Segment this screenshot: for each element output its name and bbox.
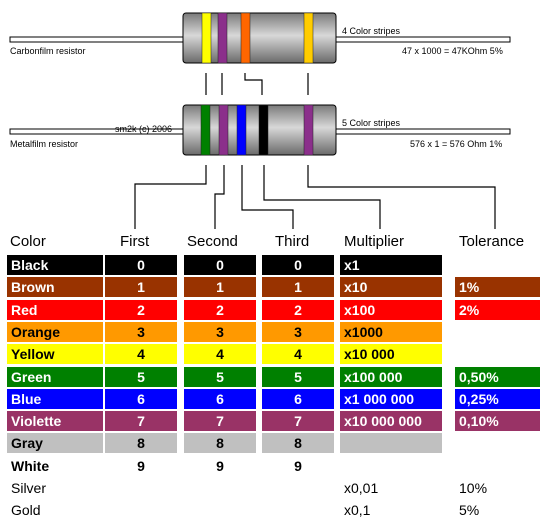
metalfilm-resistor: [9, 104, 511, 156]
bottom-band-3: [236, 104, 247, 156]
color-name-white: White: [7, 456, 103, 476]
multiplier-orange: x1000: [340, 322, 442, 342]
header-third: Third: [275, 233, 310, 250]
color-name-violette: Violette: [7, 411, 103, 431]
color-name-blue: Blue: [7, 389, 103, 409]
metalfilm-formula: 576 x 1 = 576 Ohm 1%: [410, 139, 503, 149]
first-digit-6: 6: [105, 389, 177, 409]
header-tolerance: Tolerance: [459, 233, 525, 250]
column-leader-lines: [134, 165, 496, 229]
multiplier-black: x1: [340, 255, 442, 275]
tolerance-green: 0,50%: [455, 367, 540, 387]
first-digit-7: 7: [105, 411, 177, 431]
second-digit-8: 8: [184, 433, 256, 453]
carbonfilm-label: Carbonfilm resistor: [10, 46, 86, 56]
five-stripes-label: 5 Color stripes: [342, 118, 401, 128]
third-digit-0: 0: [262, 255, 334, 275]
second-digit-0: 0: [184, 255, 256, 275]
color-name-gray: Gray: [7, 433, 103, 453]
color-name-green: Green: [7, 367, 103, 387]
first-digit-4: 4: [105, 344, 177, 364]
third-digit-6: 6: [262, 389, 334, 409]
first-digit-2: 2: [105, 300, 177, 320]
color-name-brown: Brown: [7, 277, 103, 297]
header-first: First: [120, 233, 150, 250]
bottom-band-1: [200, 104, 211, 156]
first-digit-8: 8: [105, 433, 177, 453]
color-name-red: Red: [7, 300, 103, 320]
tolerance-violette: 0,10%: [455, 411, 540, 431]
bottom-band-4: [258, 104, 269, 156]
carbonfilm-formula: 47 x 1000 = 47KOhm 5%: [402, 46, 503, 56]
first-digit-5: 5: [105, 367, 177, 387]
third-digit-7: 7: [262, 411, 334, 431]
bottom-band-5: [303, 104, 314, 156]
second-digit-9: 9: [184, 456, 256, 476]
third-digit-3: 3: [262, 322, 334, 342]
third-digit-8: 8: [262, 433, 334, 453]
multiplier-violette: x10 000 000: [340, 411, 442, 431]
top-band-2: [217, 12, 228, 64]
first-digit-0: 0: [105, 255, 177, 275]
second-digit-3: 3: [184, 322, 256, 342]
second-digit-6: 6: [184, 389, 256, 409]
second-digit-4: 4: [184, 344, 256, 364]
top-band-1: [201, 12, 212, 64]
header-color: Color: [10, 233, 46, 250]
multiplier-blue: x1 000 000: [340, 389, 442, 409]
first-digit-3: 3: [105, 322, 177, 342]
multiplier-green: x100 000: [340, 367, 442, 387]
top-band-4: [303, 12, 314, 64]
tolerance-blue: 0,25%: [455, 389, 540, 409]
color-name-black: Black: [7, 255, 103, 275]
third-digit-9: 9: [262, 456, 334, 476]
color-name-silver: Silver: [11, 480, 47, 496]
multiplier-gold: x0,1: [344, 502, 371, 518]
third-digit-1: 1: [262, 277, 334, 297]
first-digit-1: 1: [105, 277, 177, 297]
band-connector-lines: [205, 73, 309, 95]
tolerance-red: 2%: [455, 300, 540, 320]
carbonfilm-resistor: [9, 12, 511, 64]
second-digit-7: 7: [184, 411, 256, 431]
multiplier-silver: x0,01: [344, 480, 379, 496]
header-second: Second: [187, 233, 238, 250]
top-band-3: [240, 12, 251, 64]
resistor-diagram: [9, 12, 511, 229]
second-digit-1: 1: [184, 277, 256, 297]
third-digit-5: 5: [262, 367, 334, 387]
copyright-credit: sm2k (c) 2006: [115, 124, 173, 134]
multiplier-brown: x10: [340, 277, 442, 297]
metalfilm-label: Metalfilm resistor: [10, 139, 79, 149]
third-digit-2: 2: [262, 300, 334, 320]
second-digit-5: 5: [184, 367, 256, 387]
tolerance-gold: 5%: [459, 502, 480, 518]
multiplier-gray-empty: [340, 433, 442, 453]
multiplier-yellow: x10 000: [340, 344, 442, 364]
tolerance-brown: 1%: [455, 277, 540, 297]
tolerance-silver: 10%: [459, 480, 488, 496]
third-digit-4: 4: [262, 344, 334, 364]
multiplier-red: x100: [340, 300, 442, 320]
color-name-orange: Orange: [7, 322, 103, 342]
header-multiplier: Multiplier: [344, 233, 405, 250]
first-digit-9: 9: [105, 456, 177, 476]
color-name-gold: Gold: [11, 502, 41, 518]
color-name-yellow: Yellow: [7, 344, 103, 364]
bottom-band-2: [218, 104, 229, 156]
four-stripes-label: 4 Color stripes: [342, 26, 401, 36]
second-digit-2: 2: [184, 300, 256, 320]
